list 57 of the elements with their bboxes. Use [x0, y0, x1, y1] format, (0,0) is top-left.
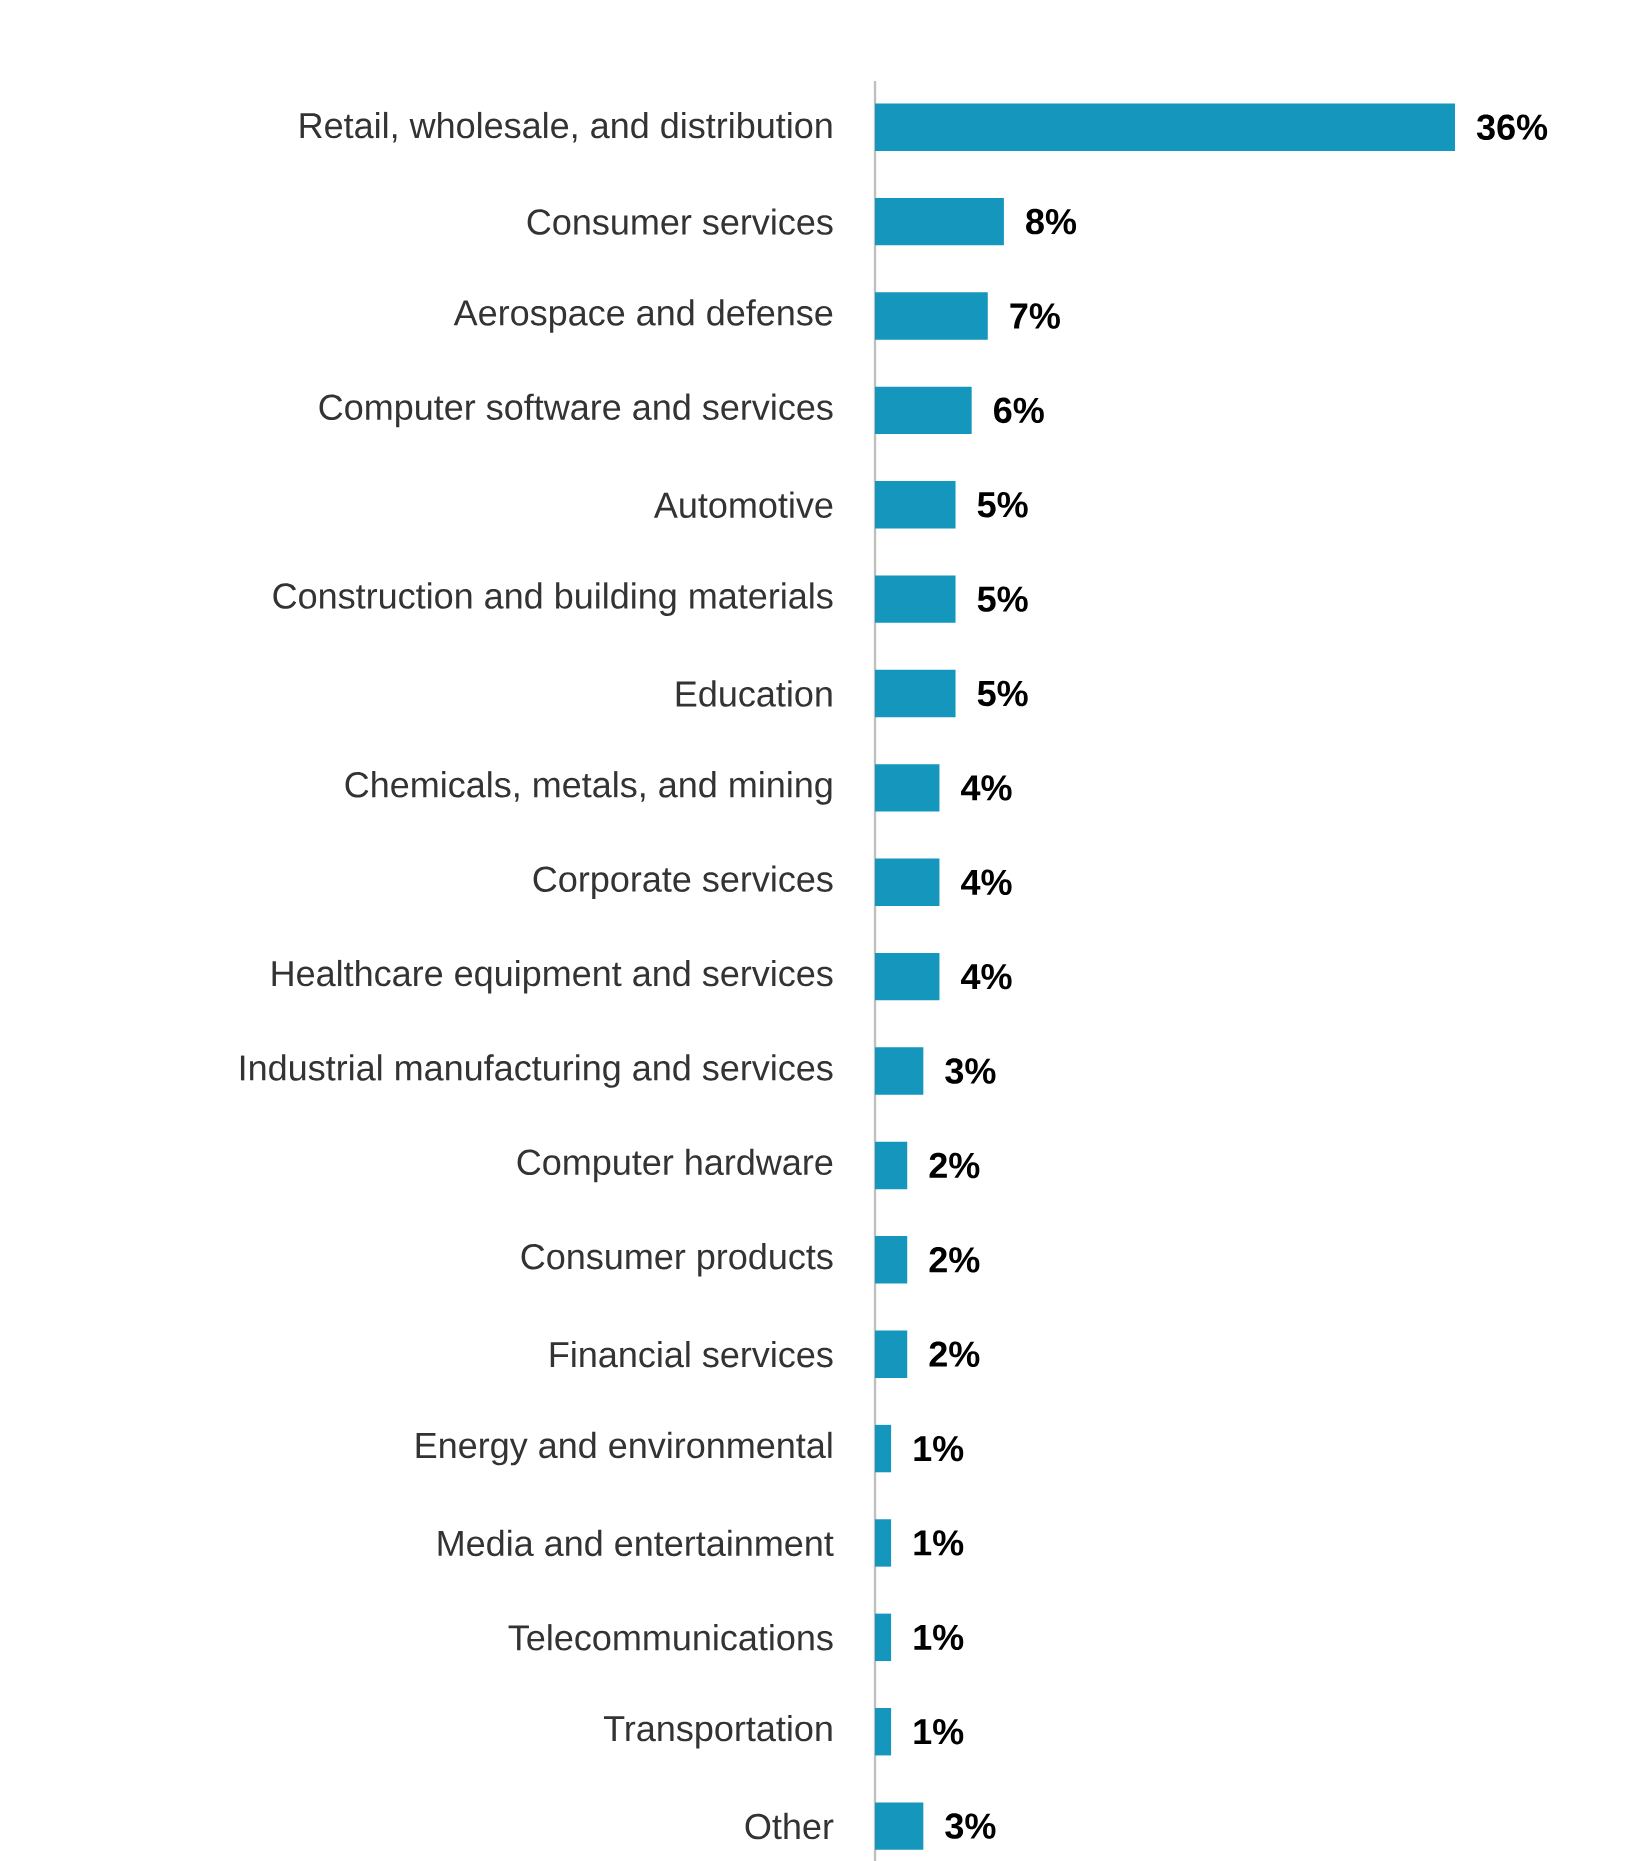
y-tick-label: Chemicals, metals, and mining — [345, 771, 832, 805]
bar — [875, 952, 940, 1001]
bar — [875, 1802, 924, 1850]
y-tick-label: Transportation — [603, 1714, 832, 1749]
bar — [875, 197, 1004, 246]
data-label: 2% — [929, 1247, 980, 1273]
data-label: 2% — [929, 1152, 980, 1179]
y-tick-label: Industrial manufacturing and services — [240, 1054, 833, 1088]
y-tick-label: Retail, wholesale, and distribution — [300, 111, 832, 143]
y-tick-label: Media and entertainment — [438, 1529, 834, 1557]
data-label: 4% — [961, 775, 1012, 801]
y-tick-label: Corporate services — [533, 865, 833, 900]
data-label: 36% — [1476, 114, 1548, 141]
bar — [875, 1613, 892, 1662]
bar — [875, 1424, 892, 1473]
bar — [875, 1330, 908, 1378]
data-label: 1% — [914, 1624, 964, 1650]
data-label: 5% — [977, 680, 1028, 707]
y-tick-label: Other — [745, 1812, 834, 1840]
y-tick-label: Consumer products — [521, 1243, 833, 1277]
data-label: 8% — [1026, 208, 1077, 235]
data-label: 4% — [961, 869, 1012, 895]
y-tick-label: Healthcare equipment and services — [272, 959, 833, 994]
y-tick-label: Computer hardware — [517, 1148, 833, 1183]
data-label: 5% — [977, 586, 1028, 612]
data-label: 3% — [945, 1058, 996, 1084]
bar — [875, 1519, 892, 1567]
bar — [875, 292, 988, 340]
y-tick-label: Energy and environmental — [416, 1431, 832, 1466]
bar — [875, 764, 940, 812]
y-tick-label: Computer software and services — [319, 393, 833, 428]
data-label: 1% — [914, 1530, 964, 1556]
bar — [875, 481, 956, 529]
data-label: 1% — [914, 1435, 964, 1462]
bar — [875, 1047, 924, 1095]
y-tick-label: Automotive — [653, 491, 833, 518]
y-tick-label: Construction and building materials — [273, 582, 833, 616]
data-label: 1% — [914, 1719, 964, 1745]
data-label: 3% — [945, 1813, 996, 1839]
bar — [875, 103, 1455, 151]
data-label: 7% — [1010, 303, 1060, 329]
bar — [875, 1708, 892, 1756]
data-label: 6% — [994, 397, 1044, 424]
data-label: 2% — [929, 1341, 980, 1367]
data-label: 5% — [977, 492, 1028, 518]
bar — [875, 669, 956, 718]
y-tick-label: Aerospace and defense — [453, 299, 833, 333]
bar — [875, 1236, 908, 1284]
y-tick-label: Consumer services — [527, 208, 833, 235]
y-tick-label: Telecommunications — [508, 1624, 833, 1651]
bar — [875, 858, 940, 906]
bar — [875, 1141, 908, 1190]
y-tick-label: Education — [676, 680, 832, 707]
bar — [875, 575, 956, 623]
bar — [875, 386, 972, 435]
y-tick-label: Financial services — [550, 1340, 833, 1368]
data-label: 4% — [961, 963, 1012, 990]
